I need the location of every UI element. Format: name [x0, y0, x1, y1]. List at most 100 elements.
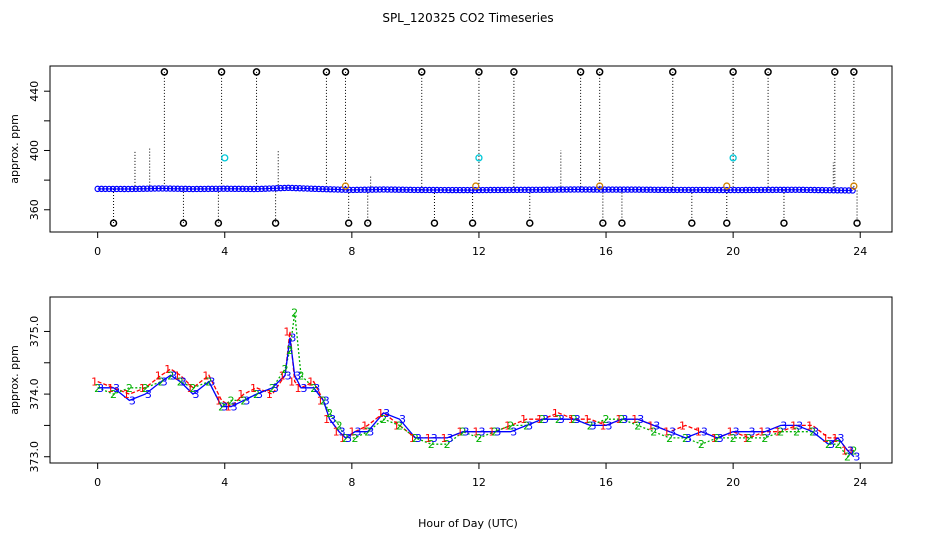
series-3-point: 3	[606, 419, 613, 432]
baseline-point	[395, 186, 403, 193]
series-2-point: 2	[228, 394, 235, 407]
series-3-point: 3	[399, 413, 406, 426]
series-1-point: 1	[349, 426, 356, 439]
series-3-point: 3	[853, 451, 860, 464]
baseline-point	[319, 185, 326, 193]
bottom-x-axis: 0 4 8 12 16 20 24	[94, 462, 867, 489]
high-outlier-point	[510, 68, 518, 76]
baseline-point	[471, 186, 479, 194]
series-1-point: 1	[283, 325, 290, 338]
baseline-point	[677, 186, 685, 194]
series-2-point: 2	[412, 432, 419, 445]
high-outlier-point	[764, 68, 772, 76]
series-3-point: 3	[415, 432, 422, 445]
baseline-point	[757, 186, 765, 194]
baseline-point	[616, 186, 624, 193]
series-1-point: 1	[647, 419, 654, 432]
series-3-point: 3	[621, 413, 628, 426]
baseline-point	[605, 186, 612, 193]
series-1-point: 1	[307, 376, 314, 389]
baseline-point	[670, 186, 677, 194]
series-2-line	[97, 312, 855, 458]
series-1-point: 1	[139, 382, 146, 395]
series-2-point: 2	[189, 382, 196, 395]
baseline-point	[102, 185, 109, 193]
baseline-point	[246, 185, 254, 193]
series-3-point: 3	[301, 382, 308, 395]
baseline-point	[201, 185, 208, 193]
baseline-point	[426, 186, 433, 194]
baseline-point	[311, 185, 319, 193]
baseline-point	[460, 186, 467, 194]
series-2-point: 2	[491, 426, 498, 439]
high-outlier-point	[160, 68, 169, 76]
baseline-point	[693, 186, 700, 194]
series-1-point: 1	[266, 388, 273, 401]
chart-title: SPL_120325 CO2 Timeseries	[382, 11, 553, 25]
baseline-point	[803, 186, 811, 194]
baseline-point	[498, 186, 506, 194]
series-2-point: 2	[634, 419, 641, 432]
x-tick-label: 20	[726, 245, 740, 258]
baseline-point	[254, 185, 261, 193]
series-3-point: 3	[170, 369, 177, 382]
x-tick-label: 24	[853, 476, 867, 489]
baseline-point	[529, 186, 536, 194]
series-3-point: 3	[161, 376, 168, 389]
x-tick-label: 24	[853, 245, 867, 258]
y-tick-label: 374.0	[28, 378, 41, 410]
baseline-point	[231, 185, 239, 193]
series-1-point: 1	[758, 426, 765, 439]
series-1-point: 1	[552, 407, 559, 420]
x-tick-label: 16	[599, 245, 613, 258]
baseline-point	[384, 186, 391, 193]
baseline-point	[216, 185, 223, 192]
baseline-point	[830, 187, 837, 194]
baseline-point	[818, 186, 826, 194]
series-3-point: 3	[837, 432, 844, 445]
series-2-point: 2	[571, 413, 578, 426]
series-2-point: 2	[714, 432, 721, 445]
baseline-point	[174, 185, 181, 192]
series-1-point: 1	[323, 413, 330, 426]
baseline-point	[788, 186, 795, 193]
baseline-point	[719, 186, 727, 194]
baseline-point	[205, 185, 212, 193]
baseline-point	[796, 186, 803, 193]
baseline-point	[361, 186, 368, 193]
baseline-point	[445, 186, 452, 194]
baseline-point	[662, 186, 669, 194]
series-2-point: 2	[475, 432, 482, 445]
series-2-point: 2	[269, 382, 276, 395]
low-outlier-point	[599, 219, 607, 227]
series-1-point: 1	[202, 369, 209, 382]
series-2-point: 2	[834, 438, 841, 451]
baseline-point	[315, 185, 323, 193]
series-3-point: 3	[653, 419, 660, 432]
series-3-point: 3	[685, 432, 692, 445]
top-y-axis: 360 400 440	[28, 81, 51, 220]
baseline-point	[696, 186, 704, 194]
baseline-point	[285, 184, 292, 192]
series-3-point: 3	[749, 426, 756, 439]
series-3-point: 3	[847, 444, 854, 457]
baseline-point	[776, 186, 784, 194]
series-1-point: 1	[790, 419, 797, 432]
flagged-point	[475, 154, 483, 162]
y-tick-label: 375.0	[28, 316, 41, 348]
baseline-point	[647, 186, 654, 193]
baseline-point	[826, 187, 833, 194]
high-outlier-point	[576, 68, 585, 76]
series-3-point: 3	[323, 394, 330, 407]
series-1-point: 1	[174, 369, 181, 382]
baseline-point	[391, 186, 399, 193]
series-1-point: 1	[215, 394, 222, 407]
series-3-point: 3	[289, 332, 296, 345]
baseline-point	[422, 186, 429, 194]
baseline-point	[754, 186, 761, 194]
baseline-point	[727, 186, 734, 194]
series-3-point: 3	[243, 394, 250, 407]
bottom-y-axis: 373.0 374.0 375.0	[28, 316, 51, 472]
series-2-point: 2	[320, 394, 327, 407]
series-3-point: 3	[717, 432, 724, 445]
